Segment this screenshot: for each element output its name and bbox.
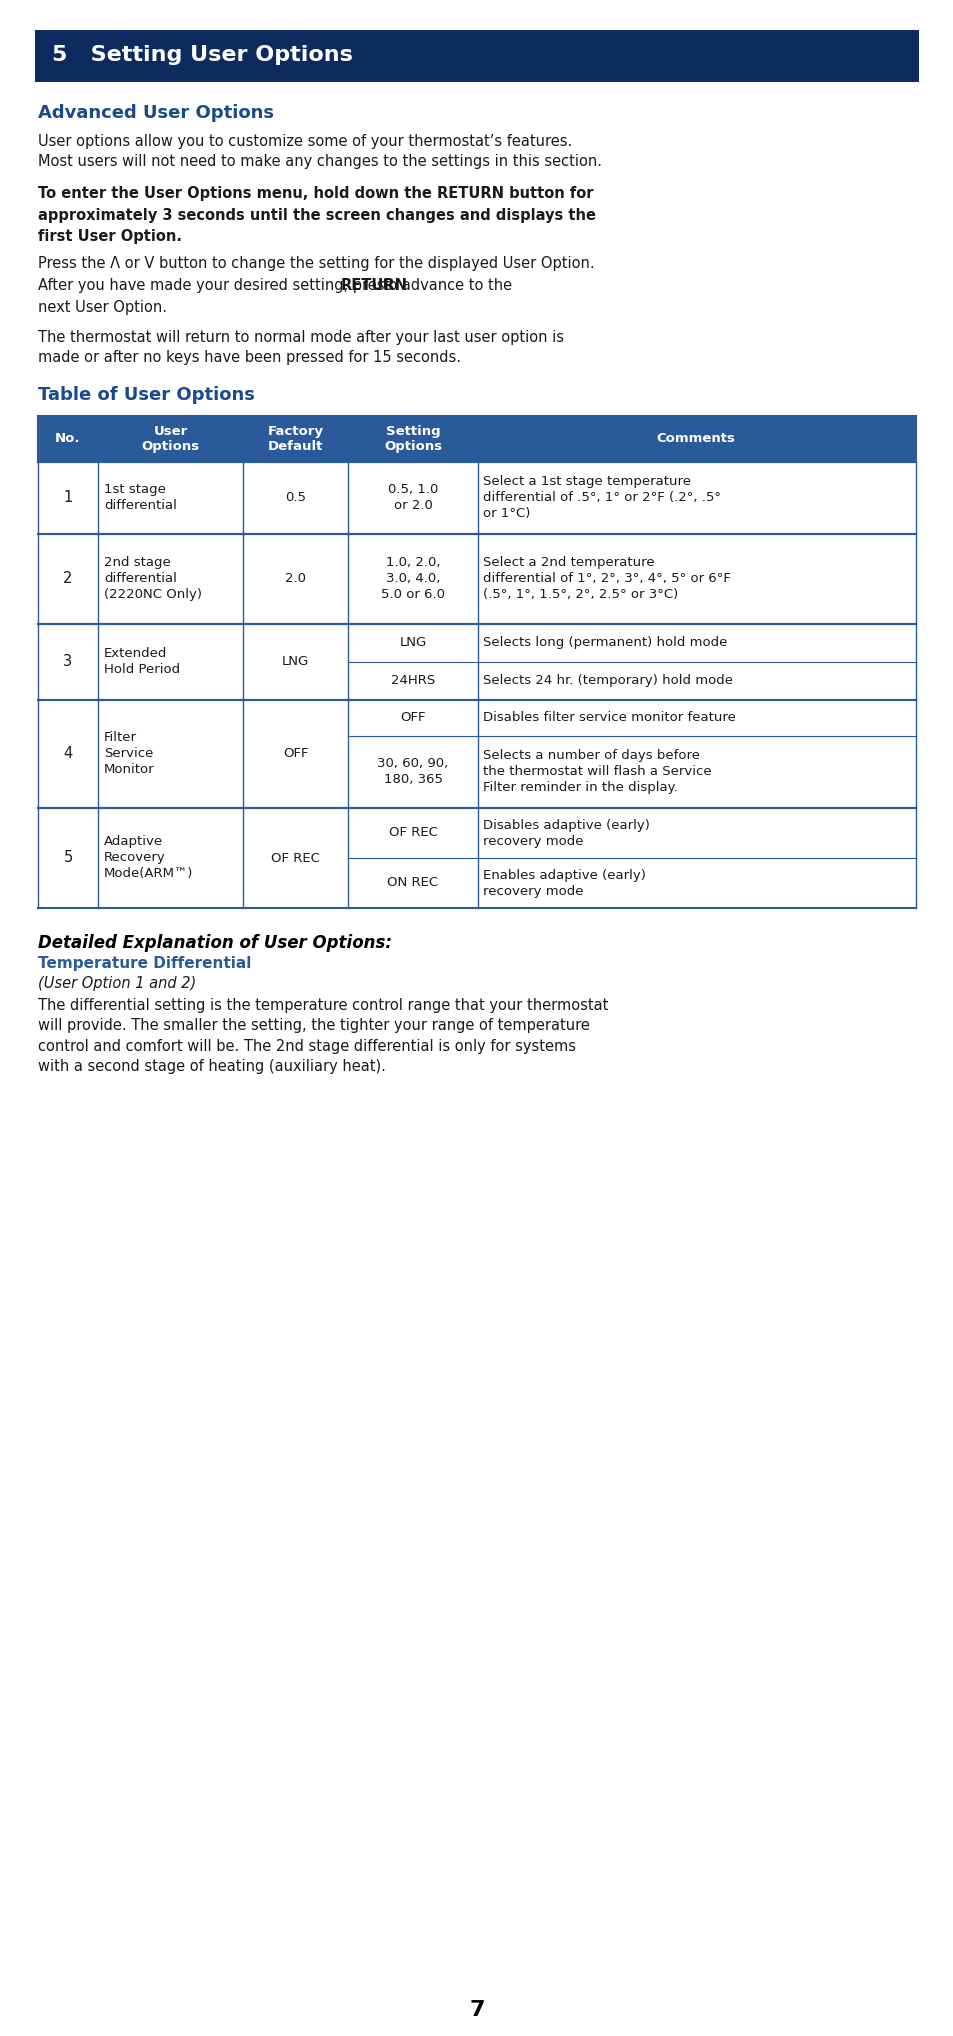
Text: next User Option.: next User Option. bbox=[38, 299, 167, 316]
Text: The differential setting is the temperature control range that your thermostat
w: The differential setting is the temperat… bbox=[38, 998, 608, 1075]
Text: Comments: Comments bbox=[656, 432, 734, 446]
Text: Setting
Options: Setting Options bbox=[383, 426, 441, 452]
Text: 2: 2 bbox=[63, 572, 72, 586]
Text: To enter the User Options menu, hold down the RETURN button for
approximately 3 : To enter the User Options menu, hold dow… bbox=[38, 185, 596, 244]
Text: User
Options: User Options bbox=[141, 426, 199, 452]
Text: Filter
Service
Monitor: Filter Service Monitor bbox=[104, 731, 154, 776]
Text: 24HRS: 24HRS bbox=[391, 674, 435, 688]
Text: 1.0, 2.0,
3.0, 4.0,
5.0 or 6.0: 1.0, 2.0, 3.0, 4.0, 5.0 or 6.0 bbox=[380, 556, 444, 601]
Text: (User Option 1 and 2): (User Option 1 and 2) bbox=[38, 975, 196, 992]
Text: Advanced User Options: Advanced User Options bbox=[38, 104, 274, 122]
Text: 2nd stage
differential
(2220NC Only): 2nd stage differential (2220NC Only) bbox=[104, 556, 202, 601]
Text: After you have made your desired setting, press: After you have made your desired setting… bbox=[38, 279, 396, 293]
Text: 5   Setting User Options: 5 Setting User Options bbox=[52, 45, 353, 65]
Text: Disables adaptive (early)
recovery mode: Disables adaptive (early) recovery mode bbox=[482, 818, 649, 847]
Text: 3: 3 bbox=[63, 654, 72, 670]
Text: ON REC: ON REC bbox=[387, 878, 438, 890]
Text: Adaptive
Recovery
Mode(ARM™): Adaptive Recovery Mode(ARM™) bbox=[104, 835, 193, 880]
Text: to advance to the: to advance to the bbox=[377, 279, 512, 293]
Text: LNG: LNG bbox=[281, 656, 309, 668]
Text: Select a 2nd temperature
differential of 1°, 2°, 3°, 4°, 5° or 6°F
(.5°, 1°, 1.5: Select a 2nd temperature differential of… bbox=[482, 556, 730, 601]
Text: Disables filter service monitor feature: Disables filter service monitor feature bbox=[482, 711, 735, 725]
Text: 7: 7 bbox=[469, 1999, 484, 2020]
Text: Temperature Differential: Temperature Differential bbox=[38, 957, 251, 971]
Text: OF REC: OF REC bbox=[388, 827, 437, 839]
Text: Enables adaptive (early)
recovery mode: Enables adaptive (early) recovery mode bbox=[482, 869, 645, 898]
Text: User options allow you to customize some of your thermostat’s features.
Most use: User options allow you to customize some… bbox=[38, 134, 601, 169]
Text: 2.0: 2.0 bbox=[285, 572, 306, 586]
Bar bbox=[35, 31, 918, 81]
Text: Press the Λ or V button to change the setting for the displayed User Option.: Press the Λ or V button to change the se… bbox=[38, 257, 594, 271]
Text: 0.5, 1.0
or 2.0: 0.5, 1.0 or 2.0 bbox=[388, 483, 437, 513]
Text: OF REC: OF REC bbox=[271, 851, 319, 865]
Text: LNG: LNG bbox=[399, 637, 426, 649]
Text: Select a 1st stage temperature
differential of .5°, 1° or 2°F (.2°, .5°
or 1°C): Select a 1st stage temperature different… bbox=[482, 476, 720, 521]
Text: 4: 4 bbox=[63, 747, 72, 761]
Text: Factory
Default: Factory Default bbox=[267, 426, 323, 452]
Text: 5: 5 bbox=[63, 851, 72, 865]
Bar bbox=[38, 415, 915, 462]
Text: The thermostat will return to normal mode after your last user option is
made or: The thermostat will return to normal mod… bbox=[38, 330, 563, 364]
Text: OFF: OFF bbox=[400, 711, 425, 725]
Text: Selects long (permanent) hold mode: Selects long (permanent) hold mode bbox=[482, 637, 726, 649]
Text: Extended
Hold Period: Extended Hold Period bbox=[104, 647, 180, 676]
Text: Selects a number of days before
the thermostat will flash a Service
Filter remin: Selects a number of days before the ther… bbox=[482, 749, 711, 794]
Text: No.: No. bbox=[55, 432, 81, 446]
Text: 30, 60, 90,
180, 365: 30, 60, 90, 180, 365 bbox=[377, 757, 448, 786]
Text: 1: 1 bbox=[63, 491, 72, 505]
Text: OFF: OFF bbox=[282, 747, 308, 761]
Text: Table of User Options: Table of User Options bbox=[38, 387, 254, 403]
Text: 1st stage
differential: 1st stage differential bbox=[104, 483, 176, 513]
Text: Selects 24 hr. (temporary) hold mode: Selects 24 hr. (temporary) hold mode bbox=[482, 674, 732, 688]
Text: Detailed Explanation of User Options:: Detailed Explanation of User Options: bbox=[38, 935, 392, 953]
Text: RETURN: RETURN bbox=[340, 279, 407, 293]
Text: 0.5: 0.5 bbox=[285, 491, 306, 505]
